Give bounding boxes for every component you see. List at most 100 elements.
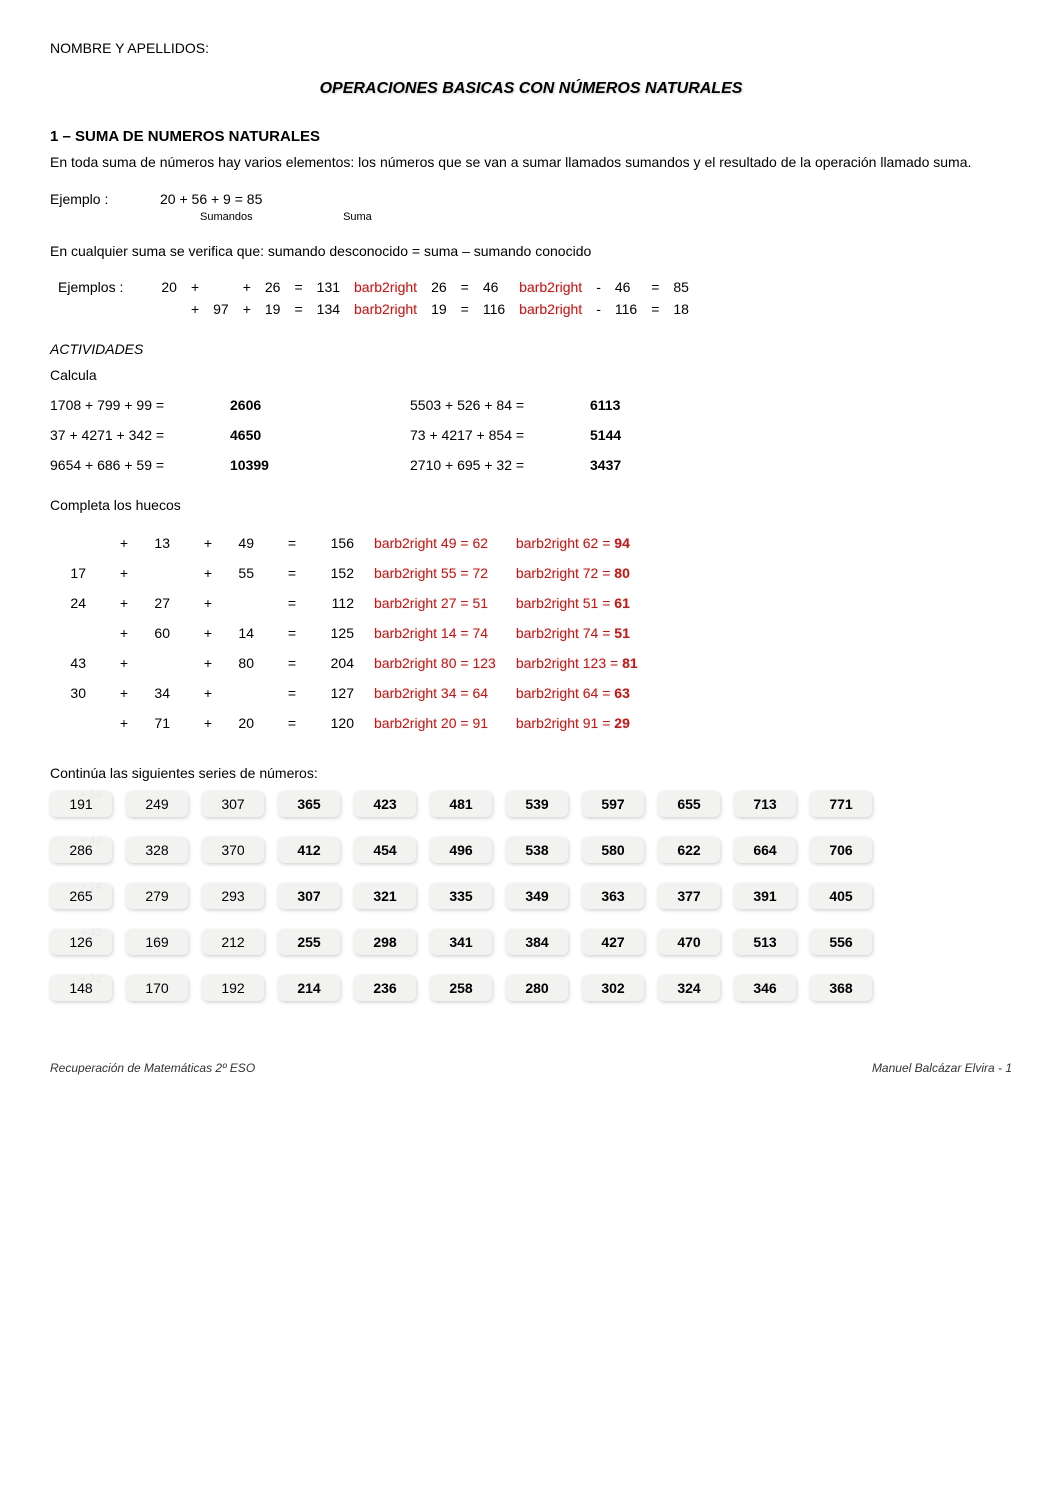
series-pill: 655 [658,791,720,817]
calc-answer: 4650 [230,427,350,443]
calc-answer: 10399 [230,457,350,473]
huecos-cell [136,559,176,587]
huecos-cell [220,589,260,617]
huecos-cell: + [178,559,218,587]
huecos-cell: 112 [304,589,360,617]
series-pill: 328 [126,837,188,863]
ejemplos-cell: = [455,277,475,297]
series-step: + 14 [80,881,102,893]
huecos-cell: = [262,529,302,557]
huecos-cell: 60 [136,619,176,647]
huecos-step: barb2right 55 = 72 [362,559,502,587]
huecos-table: +13+49=156barb2right 49 = 62barb2right 6… [50,527,646,739]
ejemplos-cell: = [645,277,665,297]
series-pill: 169 [126,929,188,955]
huecos-cell: + [178,709,218,737]
calc-expr: 9654 + 686 + 59 = [50,457,230,473]
calc-answer: 2606 [230,397,350,413]
series-pill: 513 [734,929,796,955]
huecos-cell: = [262,619,302,647]
ejemplos-cell: 46 [609,277,643,297]
huecos-cell [52,529,92,557]
huecos-cell: = [262,709,302,737]
calcula-grid: 1708 + 799 + 99 =26065503 + 526 + 84 =61… [50,397,1012,473]
huecos-step: barb2right 91 = 29 [504,709,644,737]
huecos-step: barb2right 27 = 51 [362,589,502,617]
series-pill: 454 [354,837,416,863]
series-pill: 597 [582,791,644,817]
series-pill: 249 [126,791,188,817]
huecos-cell: + [94,679,134,707]
huecos-cell: 152 [304,559,360,587]
series-pill: 302 [582,975,644,1001]
ejemplos-cell: barb2right [513,299,588,319]
series-pill: 496 [430,837,492,863]
sumandos-caption: Sumandos [200,211,340,223]
calc-expr: 5503 + 526 + 84 = [410,397,590,413]
series-pill: 307 [202,791,264,817]
huecos-cell: 13 [136,529,176,557]
series-pill: 365 [278,791,340,817]
ejemplo-expression: 20 + 56 + 9 = 85 [160,191,262,207]
series-pill: 580 [582,837,644,863]
series-pill: 664 [734,837,796,863]
calc-expr: 37 + 4271 + 342 = [50,427,230,443]
huecos-step: barb2right 74 = 51 [504,619,644,647]
series-step: + 58 [80,789,102,801]
series-pill: 307 [278,883,340,909]
huecos-cell: 80 [220,649,260,677]
series-pill: 346 [734,975,796,1001]
ejemplos-cell: = [645,299,665,319]
huecos-cell: + [178,529,218,557]
series-pill: 706 [810,837,872,863]
ejemplos-cell: = [288,299,308,319]
huecos-step: barb2right 51 = 61 [504,589,644,617]
huecos-cell: 125 [304,619,360,647]
ejemplos-cell: 116 [477,299,511,319]
ejemplos-cell: + [237,299,257,319]
series-pill: 370 [202,837,264,863]
huecos-cell: 49 [220,529,260,557]
huecos-cell: + [94,649,134,677]
huecos-cell: = [262,589,302,617]
ejemplos-cell: 97 [207,299,235,319]
calc-answer: 5144 [590,427,670,443]
ejemplos-cell: - [590,277,607,297]
section-1-heading: 1 – SUMA DE NUMEROS NATURALES [50,128,1012,145]
ejemplos-cell: 116 [609,299,643,319]
huecos-step: barb2right 34 = 64 [362,679,502,707]
series-row: + 22148170192214236258280302324346368 [50,975,1012,1001]
huecos-cell: + [94,709,134,737]
huecos-cell: 30 [52,679,92,707]
ejemplos-cell: 26 [259,277,287,297]
series-pill: 363 [582,883,644,909]
huecos-step: barb2right 20 = 91 [362,709,502,737]
huecos-cell: 156 [304,529,360,557]
series-step: + 42 [80,835,102,847]
calc-answer: 3437 [590,457,670,473]
series-pill: 481 [430,791,492,817]
series-row: + 58191249307365423481539597655713771 [50,791,1012,817]
ejemplos-cell: 18 [667,299,695,319]
series-pill: 335 [430,883,492,909]
series-pill: 539 [506,791,568,817]
calc-expr: 2710 + 695 + 32 = [410,457,590,473]
actividades-heading: ACTIVIDADES [50,341,1012,357]
huecos-cell: + [94,529,134,557]
ejemplos-cell: 19 [425,299,453,319]
huecos-cell: 55 [220,559,260,587]
ejemplos-cell [155,299,183,319]
suma-caption: Suma [343,211,372,223]
series-pill: 321 [354,883,416,909]
ejemplos-cell: 131 [311,277,346,297]
huecos-cell: + [94,589,134,617]
huecos-step: barb2right 80 = 123 [362,649,502,677]
huecos-cell: 14 [220,619,260,647]
ejemplos-cell: 134 [311,299,346,319]
page-title: OPERACIONES BASICAS CON NÚMEROS NATURALE… [50,80,1012,98]
huecos-cell [220,679,260,707]
ejemplos-cell: 26 [425,277,453,297]
series-pill: 470 [658,929,720,955]
student-name-label: NOMBRE Y APELLIDOS: [50,40,1012,56]
calcula-heading: Calcula [50,367,1012,383]
